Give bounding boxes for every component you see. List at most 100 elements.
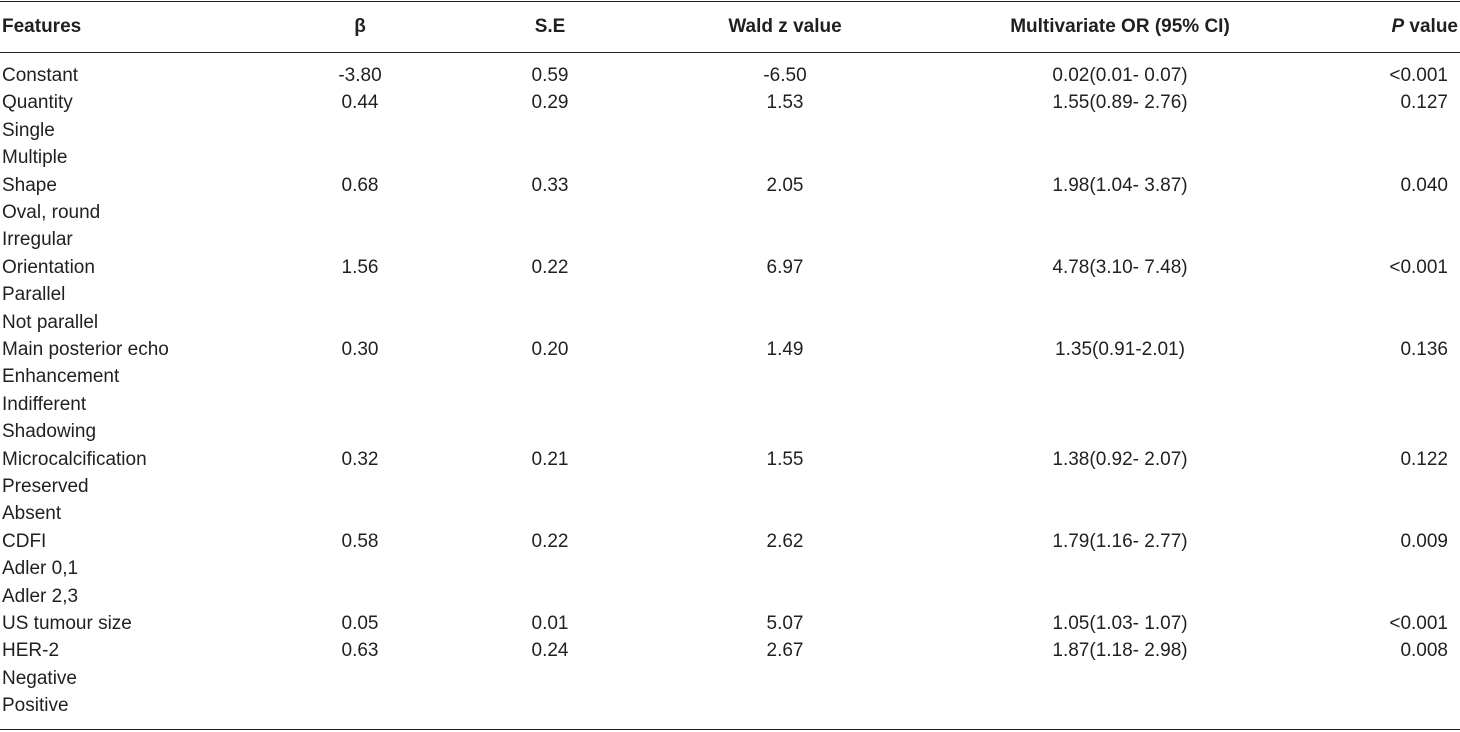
- table-row: Indifferent: [0, 392, 1460, 419]
- cell-feature: US tumour size: [2, 613, 132, 634]
- cell-or: 1.79(1.16- 2.77): [1052, 530, 1188, 552]
- table-row: Shadowing: [0, 419, 1460, 446]
- table-row: Irregular: [0, 227, 1460, 254]
- cell-beta: 0.32: [341, 448, 379, 470]
- cell-or: 1.98(1.04- 3.87): [1052, 174, 1188, 196]
- header-p-suffix: value: [1404, 16, 1458, 37]
- cell-beta: 0.30: [341, 339, 379, 360]
- table-row: Parallel: [0, 282, 1460, 309]
- cell-or: 1.05(1.03- 1.07): [1052, 613, 1188, 634]
- table-row: Absent: [0, 501, 1460, 528]
- cell-wald: 2.67: [766, 640, 804, 662]
- cell-feature: Not parallel: [2, 311, 99, 333]
- header-wald: Wald z value: [728, 16, 842, 37]
- cell-se: 0.21: [531, 448, 569, 470]
- cell-feature: Main posterior echo: [2, 339, 169, 360]
- cell-beta: 0.63: [341, 640, 379, 662]
- cell-beta: -3.80: [338, 65, 382, 86]
- table-row: Constant -3.80 0.59 -6.50 0.02(0.01- 0.07) <0…: [0, 63, 1460, 90]
- cell-p-value: 0.008: [1400, 640, 1448, 662]
- table-row: Not parallel: [0, 310, 1460, 337]
- cell-or: 1.35(0.91-2.01): [1055, 339, 1185, 360]
- cell-feature: Single: [2, 119, 55, 141]
- cell-p-value: <0.001: [1389, 613, 1448, 634]
- table-row: Main posterior echo 0.30 0.20 1.49 1.35(0.91…: [0, 337, 1460, 364]
- cell-or: 1.55(0.89- 2.76): [1052, 92, 1188, 114]
- header-beta: β: [354, 16, 366, 37]
- cell-wald: -6.50: [763, 65, 807, 86]
- cell-se: 0.59: [531, 65, 569, 86]
- bottom-rule: [0, 729, 1460, 730]
- table-row: CDFI 0.58 0.22 2.62 1.79(1.16- 2.77) 0.009: [0, 529, 1460, 556]
- cell-feature: Positive: [2, 695, 69, 717]
- cell-se: 0.22: [531, 530, 569, 552]
- table-header: Features β S.E Wald z value Multivariate…: [0, 14, 1460, 40]
- header-or: Multivariate OR (95% CI): [1010, 16, 1230, 37]
- cell-feature: CDFI: [2, 530, 47, 552]
- cell-se: 0.20: [531, 339, 569, 360]
- table-row: Quantity 0.44 0.29 1.53 1.55(0.89- 2.76) 0.12…: [0, 90, 1460, 117]
- cell-or: 1.38(0.92- 2.07): [1052, 448, 1188, 470]
- cell-beta: 1.56: [341, 256, 379, 278]
- cell-p-value: 0.040: [1400, 174, 1448, 196]
- header-rule: [0, 52, 1460, 53]
- cell-feature: Irregular: [2, 229, 73, 251]
- cell-p-value: 0.122: [1400, 448, 1448, 470]
- cell-feature: Enhancement: [2, 366, 120, 388]
- header-p-value: P value: [1391, 14, 1458, 40]
- table-row: HER-2 0.63 0.24 2.67 1.87(1.18- 2.98) 0.008: [0, 638, 1460, 665]
- table-row: Preserved: [0, 474, 1460, 501]
- cell-feature: Orientation: [2, 256, 95, 278]
- table-row: Oval, round: [0, 200, 1460, 227]
- cell-se: 0.33: [531, 174, 569, 196]
- cell-feature: Shape: [2, 174, 57, 196]
- cell-feature: Quantity: [2, 92, 73, 114]
- cell-beta: 0.44: [341, 92, 379, 114]
- cell-feature: Microcalcification: [2, 448, 147, 470]
- cell-feature: Multiple: [2, 147, 68, 169]
- header-se: S.E: [534, 16, 566, 37]
- cell-p-value: 0.127: [1400, 92, 1448, 114]
- cell-wald: 1.53: [766, 92, 804, 114]
- cell-feature: Shadowing: [2, 421, 97, 443]
- cell-se: 0.24: [531, 640, 569, 662]
- cell-p-value: <0.001: [1389, 65, 1448, 86]
- cell-feature: Indifferent: [2, 393, 87, 415]
- cell-feature: Negative: [2, 667, 77, 689]
- table-row: Adler 0,1: [0, 556, 1460, 583]
- cell-p-value: 0.009: [1400, 530, 1448, 552]
- cell-or: 4.78(3.10- 7.48): [1052, 256, 1188, 278]
- cell-feature: Parallel: [2, 284, 66, 306]
- cell-se: 0.29: [531, 92, 569, 114]
- cell-wald: 1.49: [766, 339, 804, 360]
- table-row: Single: [0, 118, 1460, 145]
- table-row: Adler 2,3: [0, 584, 1460, 611]
- cell-feature: Adler 0,1: [2, 558, 79, 580]
- cell-feature: Absent: [2, 503, 62, 525]
- cell-wald: 2.62: [766, 530, 804, 552]
- table-row: Shape 0.68 0.33 2.05 1.98(1.04- 3.87) 0.040: [0, 173, 1460, 200]
- cell-p-value: <0.001: [1389, 256, 1448, 278]
- cell-or: 1.87(1.18- 2.98): [1052, 640, 1188, 662]
- cell-feature: Preserved: [2, 476, 89, 497]
- cell-feature: Constant: [2, 65, 79, 86]
- cell-feature: Adler 2,3: [2, 585, 79, 607]
- cell-or: 0.02(0.01- 0.07): [1052, 65, 1188, 86]
- table-row: Orientation 1.56 0.22 6.97 4.78(3.10- 7.48) <…: [0, 255, 1460, 282]
- table-row: Enhancement: [0, 364, 1460, 391]
- cell-se: 0.22: [531, 256, 569, 278]
- cell-wald: 1.55: [766, 448, 804, 470]
- cell-p-value: 0.136: [1400, 339, 1448, 360]
- top-rule: [0, 1, 1460, 2]
- table-row: Negative: [0, 666, 1460, 693]
- table-row: Microcalcification 0.32 0.21 1.55 1.38(0.92-…: [0, 447, 1460, 474]
- cell-feature: HER-2: [2, 640, 60, 662]
- cell-se: 0.01: [531, 613, 569, 634]
- cell-wald: 5.07: [766, 613, 804, 634]
- cell-beta: 0.58: [341, 530, 379, 552]
- table-row: Multiple: [0, 145, 1460, 172]
- cell-wald: 6.97: [766, 256, 804, 278]
- table-row: Positive: [0, 693, 1460, 720]
- cell-beta: 0.68: [341, 174, 379, 196]
